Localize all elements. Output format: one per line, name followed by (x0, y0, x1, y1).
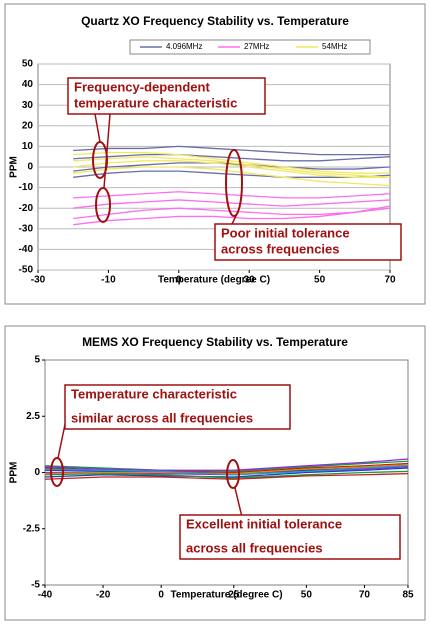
data-line (73, 156, 391, 178)
x-tick-label: 70 (359, 590, 371, 601)
data-line (73, 207, 391, 220)
y-tick-label: -5 (31, 580, 40, 591)
data-line (73, 145, 390, 156)
annotation-box (179, 514, 401, 560)
x-tick-label: 25 (228, 590, 240, 601)
x-tick-label: 0 (176, 275, 182, 286)
data-line (44, 465, 409, 476)
highlight-ellipse (95, 187, 111, 223)
annotation-text: Frequency-dependent (74, 79, 210, 94)
x-tick-label: -20 (96, 590, 111, 601)
y-tick-label: -20 (19, 203, 34, 214)
x-tick-label: 50 (314, 275, 326, 286)
data-line (44, 467, 409, 478)
data-line (44, 458, 409, 471)
x-tick-label: 0 (158, 590, 164, 601)
y-tick-label: -2.5 (23, 523, 41, 534)
arrow (234, 487, 243, 518)
annotation-box (64, 384, 291, 430)
y-tick-label: -40 (19, 244, 34, 255)
x-tick-label: 30 (244, 275, 256, 286)
x-tick-label: -10 (101, 275, 116, 286)
legend-label: 27MHz (244, 42, 269, 51)
annotation-box (67, 77, 266, 115)
y-tick-label: 0 (27, 162, 33, 173)
y-tick-label: -50 (19, 265, 34, 276)
y-tick-label: -10 (19, 182, 34, 193)
y-tick-label: 40 (22, 79, 34, 90)
legend (129, 39, 371, 55)
y-tick-label: 50 (22, 59, 34, 70)
annotation-text: across all frequencies (186, 540, 323, 555)
arrow (103, 113, 111, 189)
arrow (94, 113, 101, 143)
y-axis-label: PPM (9, 462, 20, 484)
legend-label: 4.096MHz (166, 42, 202, 51)
annotation-text: across frequencies (221, 241, 340, 256)
x-axis-label: Temperature (degree C) (158, 275, 270, 286)
y-tick-label: 30 (22, 100, 34, 111)
data-line (73, 205, 391, 226)
data-line (73, 162, 391, 172)
x-axis-label: Temperature (degree C) (170, 590, 282, 601)
y-tick-label: 20 (22, 120, 34, 131)
annotation-text: Temperature characteristic (71, 386, 237, 401)
y-tick-label: 5 (34, 355, 40, 366)
data-line (73, 166, 391, 187)
highlight-ellipse (225, 149, 243, 217)
legend-label: 54MHz (322, 42, 347, 51)
x-tick-label: 70 (384, 275, 396, 286)
annotation-text: similar across all frequencies (71, 410, 253, 425)
y-axis-label: PPM (9, 156, 20, 178)
data-line (73, 191, 391, 199)
data-line (44, 472, 409, 480)
annotation-box (214, 223, 402, 261)
data-line (73, 151, 390, 174)
data-line (73, 170, 391, 178)
data-line (44, 460, 409, 473)
x-tick-label: -30 (31, 275, 46, 286)
highlight-ellipse (50, 457, 64, 487)
data-line (44, 470, 409, 479)
chart-title: MEMS XO Frequency Stability vs. Temperat… (82, 335, 348, 349)
y-tick-label: 0 (34, 467, 40, 478)
data-line (44, 463, 409, 475)
annotation-text: Excellent initial tolerance (186, 516, 342, 531)
annotation-text: Poor initial tolerance (221, 225, 350, 240)
x-tick-label: -40 (38, 590, 53, 601)
annotation-text: temperature characteristic (74, 95, 237, 110)
data-line (73, 199, 391, 209)
x-tick-label: 85 (402, 590, 414, 601)
chart-title: Quartz XO Frequency Stability vs. Temper… (81, 14, 349, 28)
data-line (73, 153, 391, 162)
y-tick-label: -30 (19, 223, 34, 234)
highlight-ellipse (226, 459, 240, 489)
data-line (73, 160, 390, 178)
y-tick-label: 2.5 (26, 411, 40, 422)
y-tick-label: 10 (22, 141, 34, 152)
x-tick-label: 50 (301, 590, 313, 601)
